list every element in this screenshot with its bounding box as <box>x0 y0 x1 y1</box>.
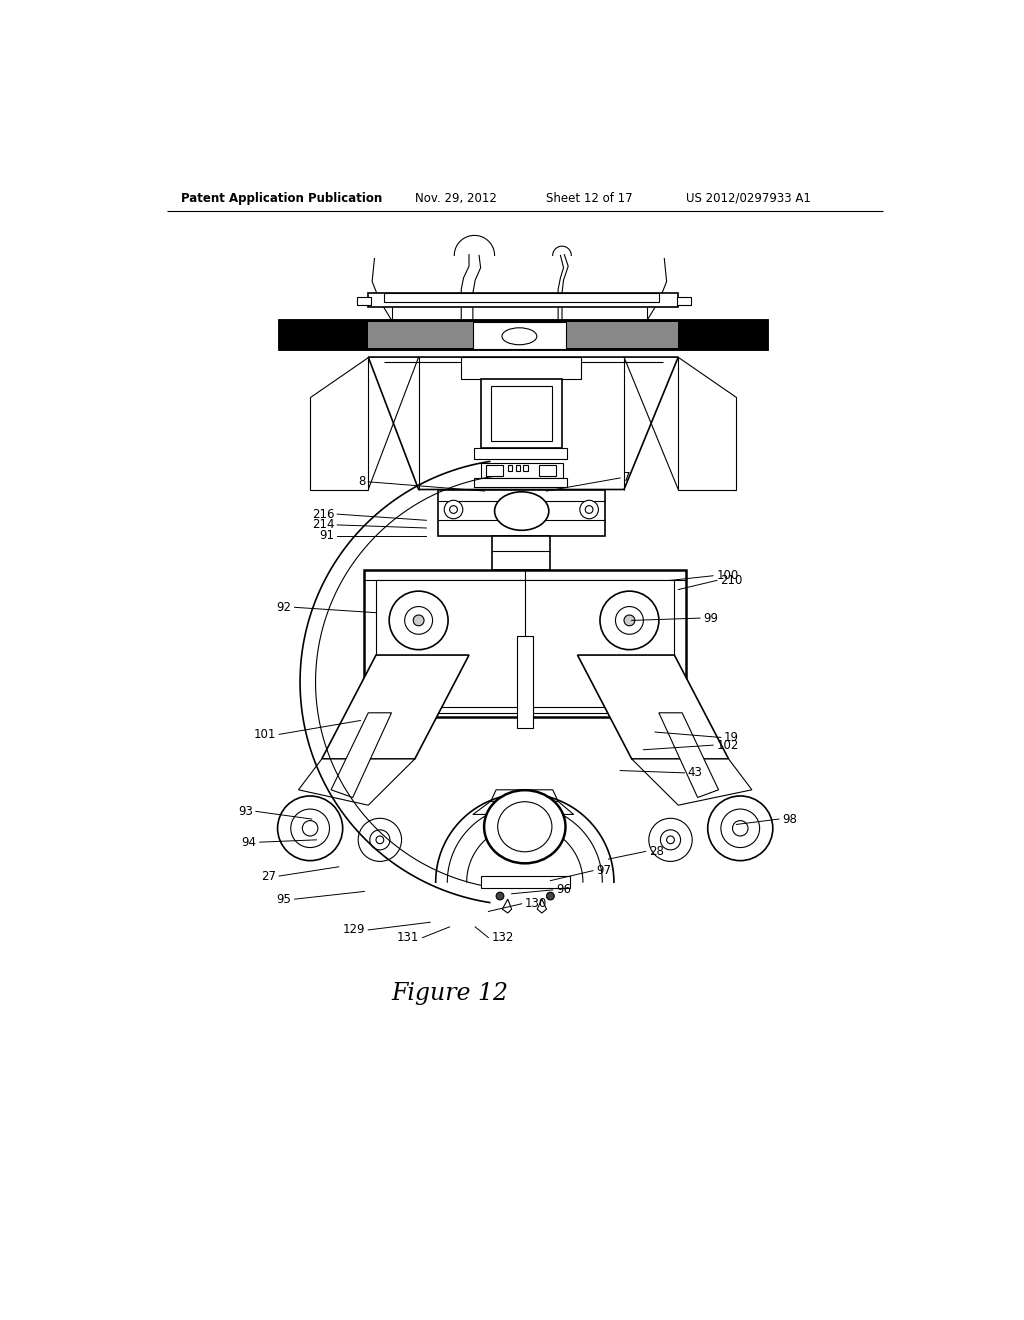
Text: 129: 129 <box>343 924 366 936</box>
Bar <box>356 297 371 305</box>
Text: 8: 8 <box>357 475 366 488</box>
Polygon shape <box>310 358 369 490</box>
Circle shape <box>358 818 401 862</box>
Text: Figure 12: Figure 12 <box>391 982 508 1006</box>
Circle shape <box>414 615 424 626</box>
Bar <box>493 536 550 570</box>
Bar <box>677 297 690 305</box>
Polygon shape <box>473 801 573 814</box>
Text: 91: 91 <box>319 529 334 543</box>
Polygon shape <box>632 759 752 805</box>
Polygon shape <box>490 789 558 801</box>
Ellipse shape <box>495 492 549 531</box>
Text: 92: 92 <box>276 601 292 614</box>
Ellipse shape <box>498 801 552 851</box>
Circle shape <box>732 821 748 836</box>
Bar <box>508 465 512 471</box>
Bar <box>480 876 569 888</box>
Text: 210: 210 <box>720 574 742 587</box>
Bar <box>438 490 604 536</box>
Polygon shape <box>369 358 678 490</box>
Text: 102: 102 <box>716 739 738 751</box>
Text: 28: 28 <box>649 845 664 858</box>
Circle shape <box>708 796 773 861</box>
Text: US 2012/0297933 A1: US 2012/0297933 A1 <box>686 191 811 205</box>
Ellipse shape <box>502 327 537 345</box>
Ellipse shape <box>484 791 565 863</box>
Circle shape <box>649 818 692 862</box>
Bar <box>473 322 566 350</box>
Text: Sheet 12 of 17: Sheet 12 of 17 <box>547 191 633 205</box>
Bar <box>523 465 528 471</box>
Bar <box>369 322 678 348</box>
Bar <box>376 581 675 708</box>
Circle shape <box>600 591 658 649</box>
Text: 7: 7 <box>624 471 631 484</box>
Text: 43: 43 <box>687 767 702 779</box>
Text: 93: 93 <box>238 805 253 818</box>
Text: 100: 100 <box>716 569 738 582</box>
Text: Nov. 29, 2012: Nov. 29, 2012 <box>415 191 497 205</box>
Bar <box>486 465 503 475</box>
Text: 94: 94 <box>242 836 257 849</box>
Polygon shape <box>678 358 736 490</box>
Bar <box>461 358 582 379</box>
Polygon shape <box>503 899 512 913</box>
Text: 27: 27 <box>261 870 276 883</box>
Circle shape <box>450 506 458 513</box>
Circle shape <box>586 506 593 513</box>
Circle shape <box>389 591 449 649</box>
Bar <box>384 293 658 302</box>
Polygon shape <box>331 713 391 797</box>
Polygon shape <box>658 713 719 797</box>
Circle shape <box>370 830 390 850</box>
Bar <box>474 447 567 459</box>
Circle shape <box>404 607 432 635</box>
Polygon shape <box>578 655 729 759</box>
Text: 216: 216 <box>311 508 334 520</box>
Polygon shape <box>299 759 415 805</box>
Circle shape <box>376 836 384 843</box>
Bar <box>280 321 767 350</box>
Bar <box>517 636 532 729</box>
Text: 19: 19 <box>724 731 739 744</box>
Circle shape <box>721 809 760 847</box>
Text: 97: 97 <box>596 865 611 878</box>
Text: 132: 132 <box>492 931 514 944</box>
Circle shape <box>278 796 343 861</box>
Bar <box>480 462 563 478</box>
Bar <box>369 293 678 308</box>
Bar <box>280 321 767 350</box>
Circle shape <box>291 809 330 847</box>
Circle shape <box>667 836 675 843</box>
Circle shape <box>496 892 504 900</box>
Text: 98: 98 <box>782 813 797 825</box>
Text: 95: 95 <box>276 892 292 906</box>
Circle shape <box>580 500 598 519</box>
Text: 96: 96 <box>556 883 570 896</box>
Bar <box>480 379 562 447</box>
Polygon shape <box>322 655 469 759</box>
Circle shape <box>660 830 681 850</box>
Text: Patent Application Publication: Patent Application Publication <box>180 191 382 205</box>
Text: 214: 214 <box>311 519 334 532</box>
Bar <box>474 478 567 487</box>
Polygon shape <box>538 899 547 913</box>
Bar <box>365 570 686 717</box>
Bar <box>490 385 552 441</box>
Circle shape <box>547 892 554 900</box>
Bar <box>539 465 556 475</box>
Circle shape <box>624 615 635 626</box>
Circle shape <box>615 607 643 635</box>
Text: 131: 131 <box>397 931 420 944</box>
Circle shape <box>444 500 463 519</box>
Circle shape <box>302 821 317 836</box>
Text: 130: 130 <box>524 898 547 911</box>
Text: 101: 101 <box>254 727 276 741</box>
Bar <box>515 465 520 471</box>
Text: 99: 99 <box>703 611 718 624</box>
